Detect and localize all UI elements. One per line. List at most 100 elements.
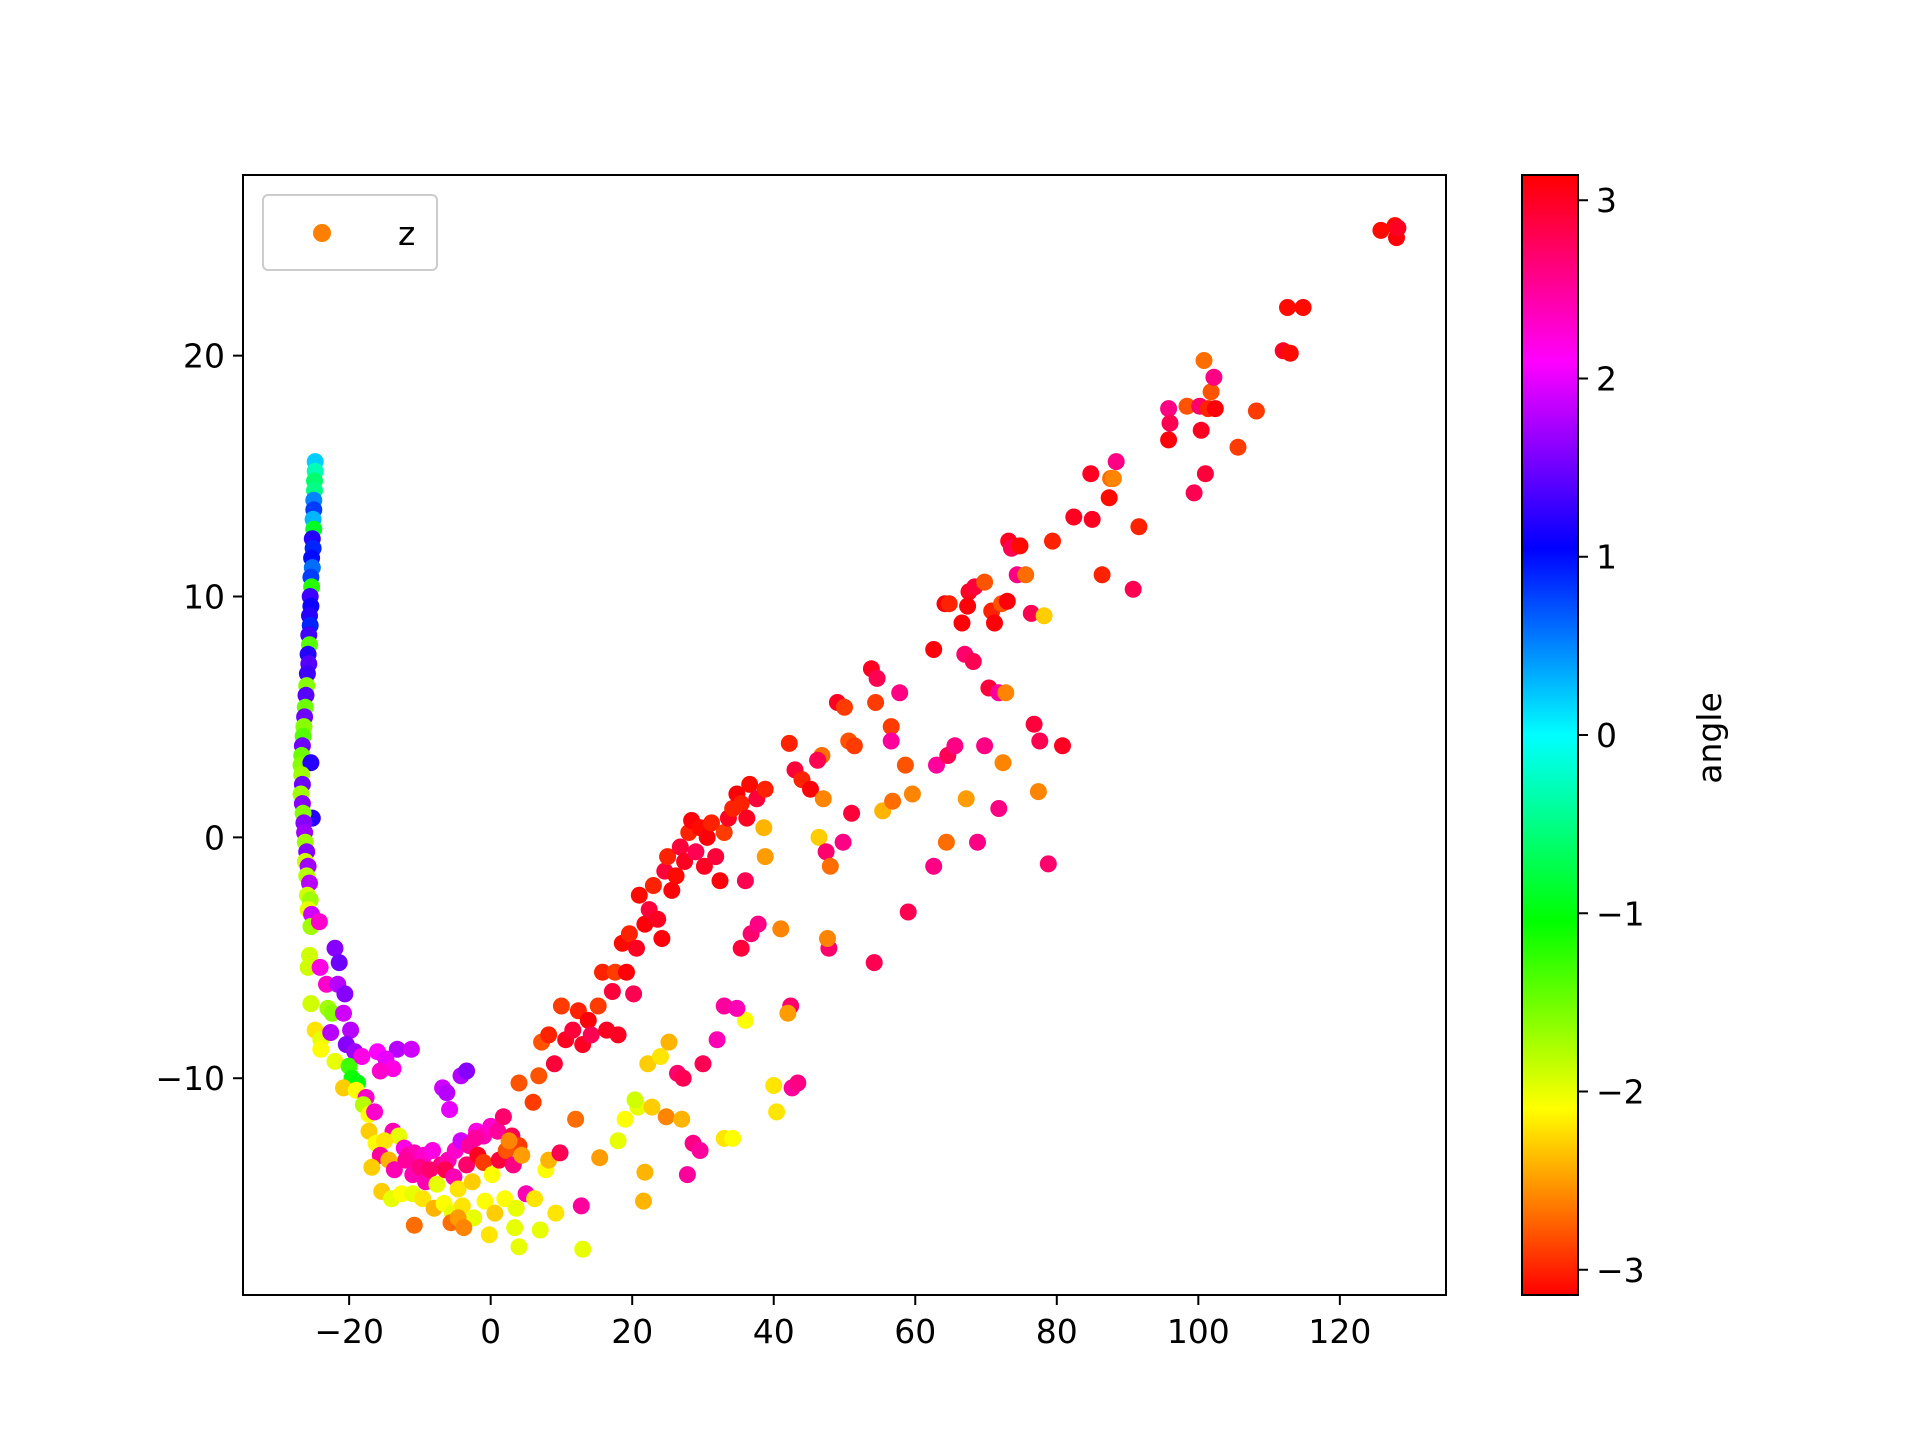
scatter-point (625, 985, 643, 1003)
scatter-point (572, 1197, 590, 1215)
y-tick-label: 20 (183, 337, 225, 376)
scatter-point (496, 1190, 514, 1208)
y-tick-label: 0 (204, 818, 225, 857)
scatter-point (480, 1226, 498, 1244)
scatter-point (424, 1142, 442, 1159)
scatter-point (953, 614, 971, 632)
scatter-point (579, 1011, 597, 1029)
scatter-point (644, 877, 662, 894)
scatter-point (500, 1132, 518, 1150)
scatter-point (371, 1062, 389, 1080)
scatter-point (843, 804, 861, 822)
scatter-point (466, 1129, 484, 1147)
scatter-point (738, 809, 756, 827)
scatter-point (1372, 221, 1390, 239)
scatter-point (998, 592, 1016, 610)
scatter-point (1054, 737, 1071, 755)
scatter-point (1389, 219, 1407, 237)
x-tick-label: 0 (480, 1312, 501, 1351)
scatter-point (564, 1021, 582, 1039)
scatter-point (671, 838, 689, 856)
scatter-point (616, 1110, 634, 1128)
scatter-point (780, 734, 798, 752)
scatter-point (552, 997, 570, 1015)
scatter-point (649, 910, 667, 928)
scatter-point (865, 954, 883, 972)
scatter-point (678, 1166, 696, 1184)
scatter-point (1100, 489, 1118, 507)
scatter-point (441, 1101, 459, 1118)
scatter-point (342, 1021, 360, 1039)
scatter-point (882, 732, 900, 750)
scatter-point (896, 756, 914, 774)
scatter-point (819, 930, 836, 947)
scatter-point (1202, 383, 1220, 401)
scatter-point (489, 1122, 507, 1140)
scatter-point (1011, 537, 1029, 555)
scatter-point (591, 1149, 609, 1167)
scatter-point (582, 1026, 600, 1044)
scatter-point (659, 848, 677, 866)
scatter-point (531, 1221, 549, 1239)
scatter-point (376, 1132, 393, 1150)
colorbar-tick-label: 0 (1596, 716, 1617, 755)
scatter-point (964, 653, 982, 670)
scatter-point (1206, 400, 1224, 418)
scatter-point (946, 737, 964, 755)
colorbar-tick-label: 3 (1596, 181, 1617, 220)
scatter-point (676, 853, 694, 870)
scatter-point (1294, 299, 1312, 316)
scatter-point (438, 1084, 456, 1102)
scatter-point (414, 1190, 432, 1208)
scatter-point (1017, 566, 1035, 584)
scatter-point (990, 800, 1008, 817)
scatter-point (756, 848, 774, 866)
x-tick-label: 100 (1167, 1312, 1230, 1351)
scatter-point (463, 1173, 481, 1191)
scatter-point (636, 1163, 654, 1181)
scatter-point (925, 641, 943, 658)
scatter-point (755, 819, 773, 837)
scatter-point (1039, 855, 1057, 873)
scatter-point (636, 915, 654, 933)
scatter-point (1035, 607, 1053, 625)
scatter-point (530, 1067, 548, 1085)
scatter-point (476, 1192, 494, 1210)
scatter-point (660, 1033, 678, 1051)
colorbar-tick-label: −3 (1596, 1251, 1645, 1290)
scatter-point (868, 669, 886, 687)
scatter-point (628, 939, 645, 957)
scatter-point (1160, 400, 1178, 418)
scatter-point (524, 1093, 542, 1111)
scatter-point (673, 1110, 691, 1128)
scatter-point (821, 857, 839, 875)
scatter-point (384, 1060, 402, 1078)
scatter-point (925, 857, 943, 875)
scatter-point (899, 903, 917, 921)
scatter-point (298, 665, 316, 683)
scatter-point (299, 958, 317, 976)
scatter-point (630, 886, 648, 904)
legend: z (262, 194, 438, 271)
scatter-point (1279, 299, 1296, 316)
scatter-point (574, 1240, 592, 1258)
scatter-point (997, 684, 1015, 702)
scatter-point (388, 1040, 406, 1058)
scatter-point (691, 1142, 709, 1159)
scatter-point (1196, 465, 1214, 483)
x-tick-label: 60 (894, 1312, 936, 1351)
x-tick-label: 120 (1308, 1312, 1371, 1351)
scatter-point (335, 1004, 352, 1022)
scatter-point (994, 754, 1012, 772)
scatter-point (513, 1146, 531, 1164)
scatter-point (1281, 344, 1299, 362)
scatter-point (749, 915, 767, 933)
scatter-point (620, 925, 638, 943)
scatter-point (1195, 352, 1213, 369)
colorbar-tick-label: 1 (1596, 538, 1617, 577)
colorbar: −3 −2 −1 0 1 2 3 angle (1521, 174, 1729, 1296)
scatter-point (475, 1154, 493, 1171)
x-tick-label: 40 (753, 1312, 795, 1351)
scatter-point (736, 872, 754, 890)
